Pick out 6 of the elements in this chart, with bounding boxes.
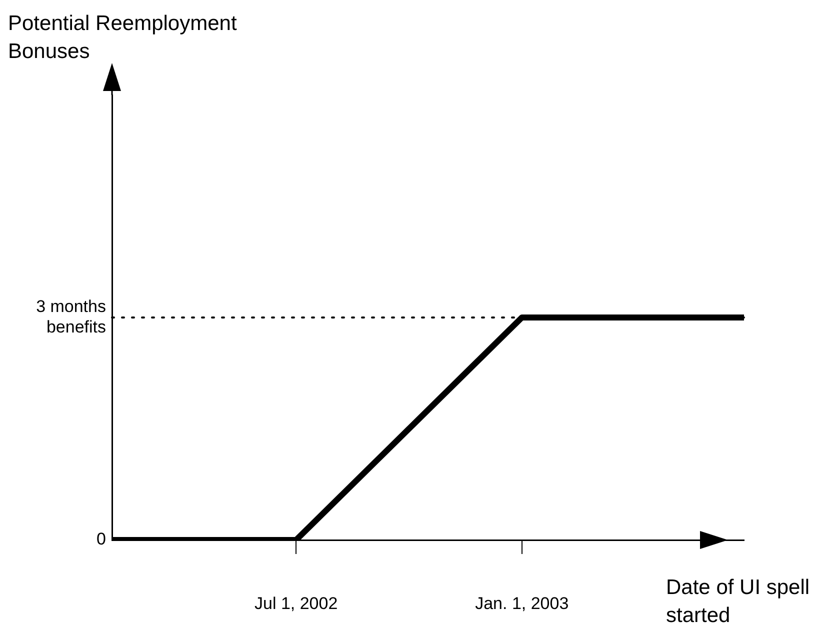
- x-tick-label: Jan. 1, 2003: [475, 594, 569, 613]
- y-tick-label: 0: [96, 530, 106, 549]
- x-tick-label: Jul 1, 2002: [254, 594, 338, 613]
- y-axis-title: Potential Reemployment Bonuses: [8, 11, 238, 65]
- x-axis-title: Date of UI spell started: [666, 575, 811, 629]
- y-tick-label: 3 months benefits: [36, 296, 106, 336]
